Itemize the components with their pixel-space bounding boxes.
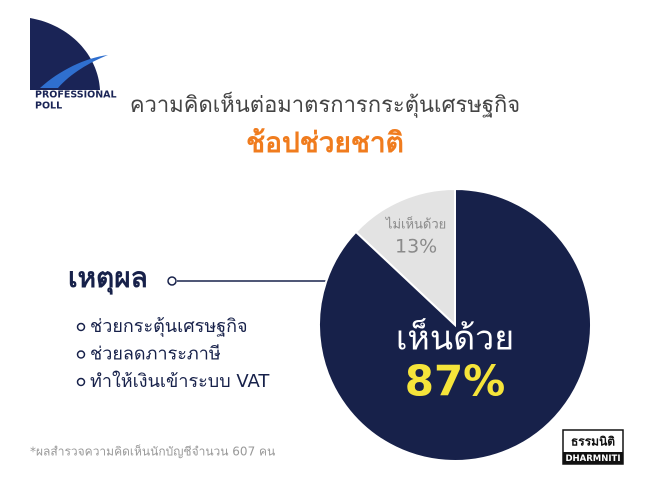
logo-mark: [30, 18, 100, 90]
connector-dot: [167, 276, 177, 286]
footnote: *ผลสำรวจความคิดเห็นนักบัญชีจำนวน 607 คน: [30, 444, 275, 459]
bullet: [76, 350, 86, 359]
reason-item: ช่วยลดภาระภาษี: [90, 344, 221, 365]
brand-band: [563, 452, 623, 464]
logo-text: POLL: [35, 101, 62, 112]
brand-thai: ธรรมนิติ: [571, 435, 615, 449]
logo-text: PROFESSIONAL: [35, 90, 117, 101]
reasons-heading: เหตุผล: [68, 261, 148, 295]
bullet: [76, 322, 86, 332]
slice-label: เห็นด้วย: [396, 318, 514, 359]
bullet: [76, 377, 86, 387]
slice-value: 87%: [405, 357, 506, 406]
pie-slice: [354, 187, 456, 328]
slice-value: 13%: [395, 236, 437, 258]
reason-item: ทำให้เงินเข้าระบบ VAT: [90, 370, 270, 392]
brand-latin: DHARMNITI: [566, 454, 621, 464]
reason-item: ช่วยกระตุ้นเศรษฐกิจ: [90, 316, 248, 337]
reasons-list: ช่วยกระตุ้นเศรษฐกิจช่วยลดภาระภาษีทำให้เง…: [76, 316, 270, 392]
chart-title: ความคิดเห็นต่อมาตรการกระตุ้นเศรษฐกิจ: [130, 90, 520, 118]
logo-swoosh: [40, 55, 108, 88]
pie-slice: [318, 187, 592, 462]
chart-subtitle: ช้อปช่วยชาติ: [246, 126, 404, 159]
slice-label: ไม่เห็นด้วย: [385, 215, 446, 233]
